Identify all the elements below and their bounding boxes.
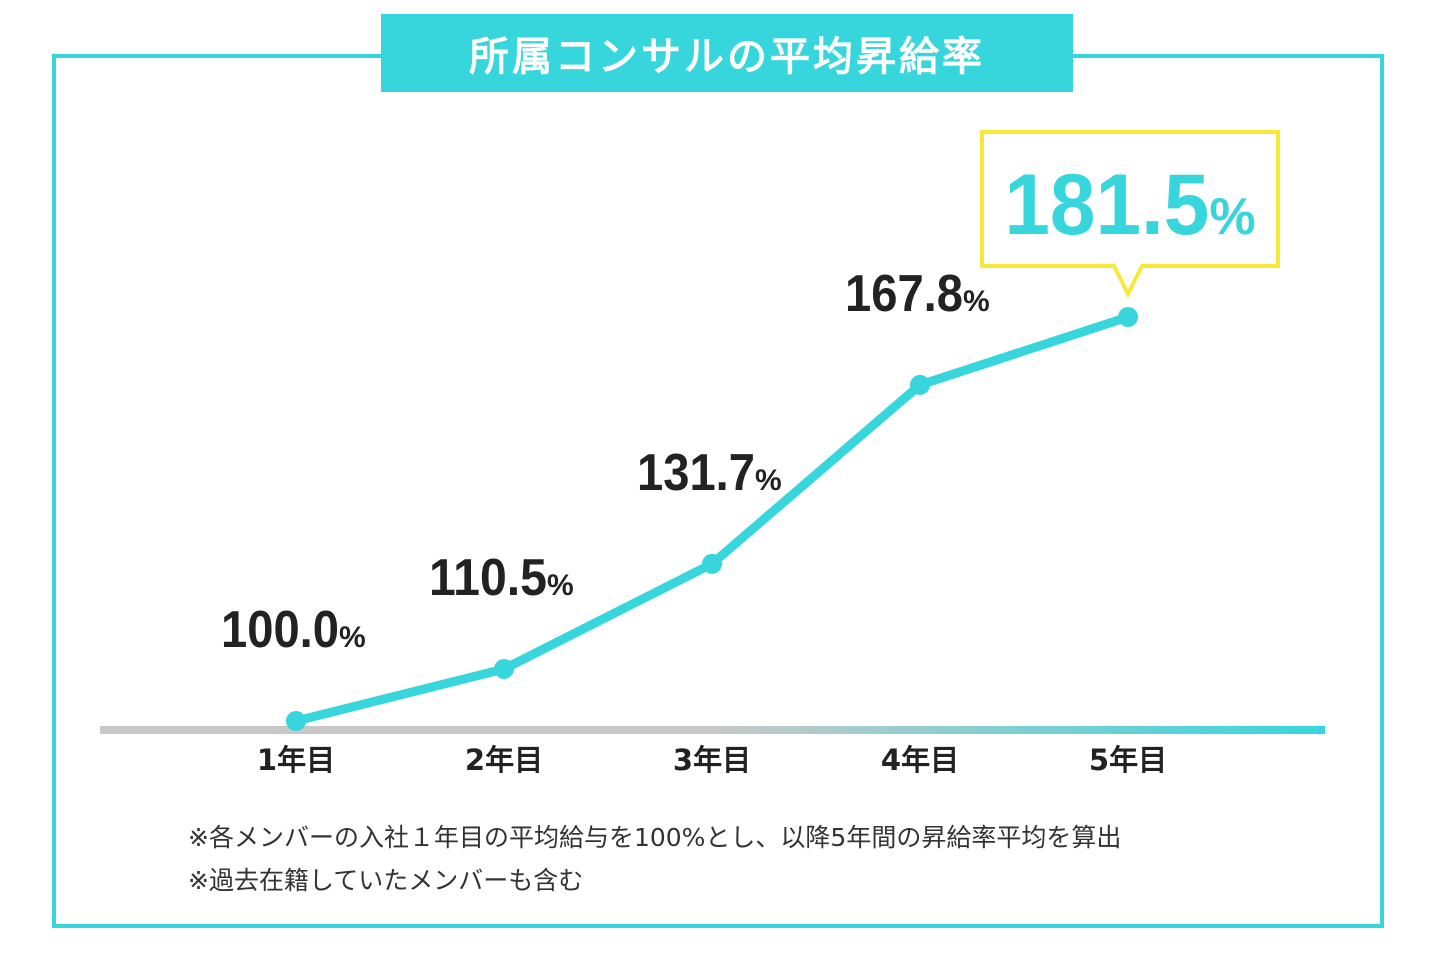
data-point-4 [910, 374, 930, 395]
data-label-unit: % [963, 285, 990, 318]
x-tick-label-4: 4年目 [881, 743, 959, 777]
highlight-value-unit: % [1209, 188, 1255, 246]
data-label-4: 167.8% [845, 265, 990, 323]
footnote-2: ※過去在籍していたメンバーも含む [188, 866, 584, 895]
data-label-number: 131.7 [637, 444, 755, 502]
x-tick-label-1: 1年目 [257, 743, 335, 777]
x-tick-label-2: 2年目 [465, 743, 543, 777]
title-banner: 所属コンサルの平均昇給率 [381, 14, 1073, 92]
data-label-unit: % [547, 569, 574, 602]
data-label-1: 100.0% [221, 601, 366, 659]
marks-layer [286, 307, 1138, 731]
x-tick-label-3: 3年目 [673, 743, 751, 777]
data-label-unit: % [755, 464, 782, 497]
data-label-2: 110.5% [429, 549, 574, 607]
callout-layer [980, 130, 1280, 299]
series-line [291, 312, 1133, 726]
highlight-value-number: 181.5 [1004, 157, 1209, 253]
data-point-1 [286, 711, 306, 731]
data-label-unit: % [339, 621, 366, 654]
chart-title: 所属コンサルの平均昇給率 [469, 34, 985, 80]
data-point-3 [702, 553, 722, 574]
data-point-5 [1118, 307, 1138, 327]
labels-layer: 100.0%110.5%131.7%167.8%181.5% [221, 157, 1256, 659]
ticks-layer: 1年目 2年目 3年目 4年目 5年目 [257, 743, 1167, 777]
footnote-1: ※各メンバーの入社１年目の平均給与を100%とし、以降5年間の昇給率平均を算出 [188, 823, 1122, 852]
highlight-callout-box [980, 130, 1280, 299]
data-label-number: 110.5 [429, 549, 547, 607]
data-label-number: 167.8 [845, 265, 963, 323]
x-tick-label-5: 5年目 [1089, 743, 1167, 777]
x-axis-bar [100, 726, 1325, 734]
data-label-3: 131.7% [637, 444, 782, 502]
data-label-number: 100.0 [221, 601, 339, 659]
highlight-value-label: 181.5% [1004, 157, 1255, 253]
data-point-2 [494, 658, 514, 679]
